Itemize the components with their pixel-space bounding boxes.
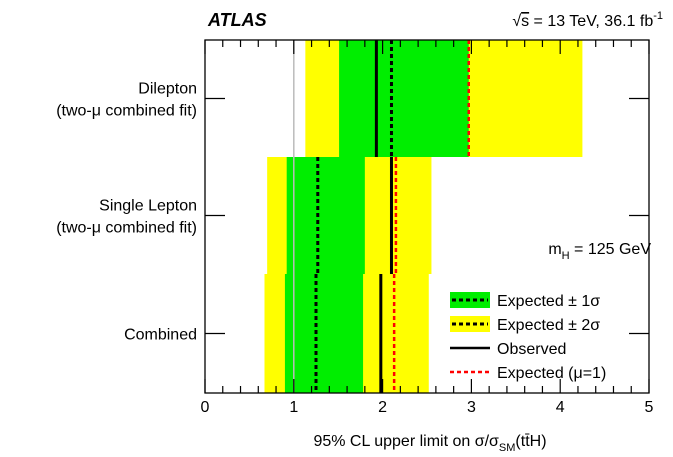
category-label: Single Lepton (99, 198, 197, 215)
x-axis-title-process: (tt̄H) (515, 433, 546, 450)
legend-item-one_sigma: Expected ± 1σ (450, 292, 600, 310)
legend-item-mu1: Expected (μ=1) (450, 365, 606, 382)
limit-markers (314, 40, 470, 393)
legend-item-observed: Observed (450, 341, 566, 358)
x-tick-label: 5 (645, 399, 654, 416)
one-sigma-band (284, 274, 364, 393)
category-labels: Dilepton (two-μ combined fit) Single Lepto… (56, 81, 197, 344)
legend-label: Expected (μ=1) (497, 365, 606, 382)
legend-label: Observed (497, 341, 566, 358)
energy-label: √s = 13 TeV, 36.1 fb-1 (512, 10, 663, 30)
category-label: Combined (124, 327, 197, 344)
x-tick-label: 0 (201, 399, 210, 416)
category-label: Dilepton (138, 81, 197, 98)
legend-item-two_sigma: Expected ± 2σ (450, 316, 600, 334)
one-sigma-band (286, 157, 365, 274)
legend: Expected ± 1σ Expected ± 2σ Observed Expect… (450, 292, 606, 382)
x-tick-label: 1 (289, 399, 298, 416)
limit-bands (264, 40, 583, 393)
legend-label: Expected ± 1σ (497, 293, 600, 310)
legend-label: Expected ± 2σ (497, 317, 600, 334)
one-sigma-band (339, 40, 469, 157)
x-tick-label: 3 (467, 399, 476, 416)
x-tick-label: 4 (556, 399, 565, 416)
category-label: (two-μ combined fit) (56, 103, 197, 120)
mass-symbol: m (548, 241, 561, 258)
plot-frame (204, 39, 650, 394)
x-axis-title: 95% CL upper limit on σ/σSM(tt̄H) (313, 433, 546, 454)
energy-rest: = 13 TeV, 36.1 fb (529, 13, 653, 30)
axis-ticks: 0 1 2 3 4 5 (201, 40, 654, 416)
lumi-exponent: -1 (653, 10, 663, 22)
x-axis-title-subscript: SM (499, 442, 516, 454)
x-tick-label: 2 (378, 399, 387, 416)
mass-subscript: H (562, 250, 570, 262)
energy-s: s (521, 13, 529, 30)
experiment-label: ATLAS (207, 10, 267, 30)
mass-annotation: mH = 125 GeV (548, 241, 651, 262)
category-label: (two-μ combined fit) (56, 220, 197, 237)
mass-value: = 125 GeV (570, 241, 652, 258)
x-axis-title-main: 95% CL upper limit on σ/σ (313, 433, 499, 450)
sqrt-symbol: √ (512, 13, 521, 30)
